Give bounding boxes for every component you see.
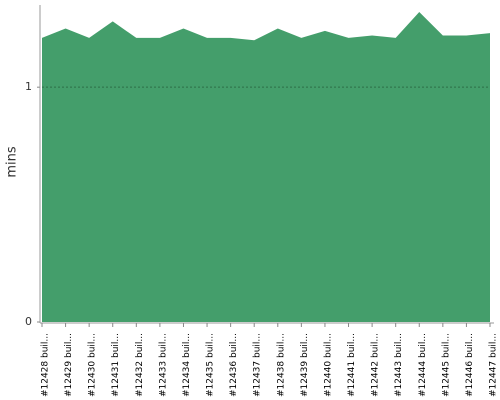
x-tick-label: #12435 buil...: [206, 333, 216, 397]
y-axis-label: mins: [5, 146, 20, 178]
x-tick-label: #12436 buil...: [229, 333, 239, 397]
x-tick-label: #12446 buil...: [465, 333, 475, 397]
y-tick-label: 1: [25, 80, 32, 93]
x-tick-label: #12439 buil...: [300, 333, 310, 397]
x-tick-label: #12447 buil...: [489, 333, 499, 397]
x-tick-label: #12445 buil...: [441, 333, 451, 397]
x-tick-label: #12429 buil...: [64, 333, 74, 397]
x-tick-label: #12442 buil...: [371, 333, 381, 397]
x-tick-label: #12437 buil...: [253, 333, 263, 397]
x-tick-label: #12432 buil...: [135, 333, 145, 397]
area: [42, 12, 490, 323]
y-tick-label: 0: [25, 315, 32, 328]
x-tick-label: #12433 buil...: [158, 333, 168, 397]
x-tick-label: #12431 buil...: [111, 333, 121, 397]
x-tick-label: #12441 buil...: [347, 333, 357, 397]
x-tick-label: #12440 buil...: [323, 333, 333, 397]
x-tick-label: #12430 buil...: [88, 333, 98, 397]
x-tick-label: #12428 buil...: [41, 333, 51, 397]
x-tick-label: #12434 buil...: [182, 333, 192, 397]
x-tick-label: #12444 buil...: [418, 333, 428, 397]
x-tick-label: #12438 buil...: [276, 333, 286, 397]
x-tick-label: #12443 buil...: [394, 333, 404, 397]
